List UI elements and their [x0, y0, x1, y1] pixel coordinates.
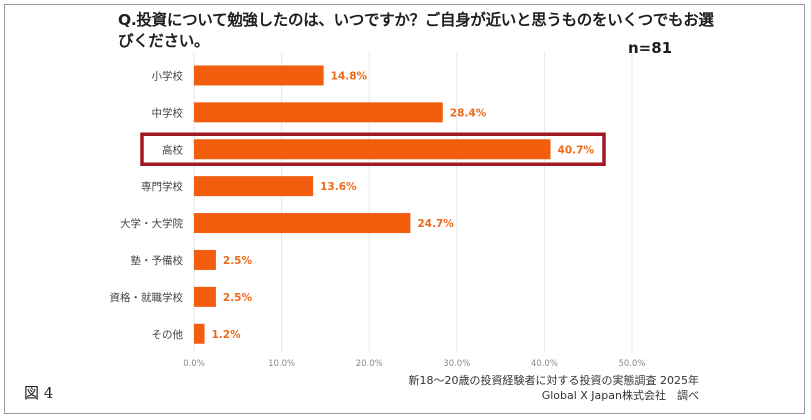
- category-label: 中学校: [152, 106, 184, 119]
- bars: [194, 65, 551, 344]
- value-label: 40.7%: [558, 144, 595, 156]
- bar: [194, 176, 314, 197]
- value-label: 13.6%: [320, 181, 357, 193]
- category-label: 高校: [162, 143, 183, 156]
- source-line-1: 新18〜20歳の投資経験者に対する投資の実態調査 2025年: [408, 374, 699, 387]
- category-label: 塾・予備校: [131, 254, 184, 267]
- category-label: 大学・大学院: [120, 217, 183, 230]
- x-tick-label: 50.0%: [618, 359, 645, 369]
- category-label: 資格・就職学校: [110, 291, 184, 304]
- value-label: 2.5%: [223, 255, 253, 267]
- value-label: 14.8%: [331, 70, 368, 82]
- category-label: 専門学校: [141, 180, 183, 193]
- bar: [194, 213, 411, 234]
- source-line-2: Global X Japan株式会社 調べ: [541, 389, 699, 402]
- highlight: [140, 132, 606, 166]
- category-label: 小学校: [152, 69, 184, 82]
- chart-title: Q.投資について勉強したのは、いつですか？ご自身が近いと思うものをいくつでもお選…: [118, 11, 714, 50]
- bar: [194, 286, 216, 307]
- bar: [194, 323, 205, 344]
- labels: 小学校 14.8% 中学校 28.4% 高校 40.7% 専門学校 13.6% 大学・大学院 24…: [110, 69, 595, 340]
- figure-label: 図 4: [24, 384, 54, 402]
- x-tick-label: 20.0%: [356, 359, 383, 369]
- bar: [194, 139, 551, 160]
- x-tick-label: 10.0%: [268, 359, 295, 369]
- source-note: 新18〜20歳の投資経験者に対する投資の実態調査 2025年 Global X …: [409, 373, 699, 403]
- x-tick-label: 40.0%: [531, 359, 558, 369]
- value-label: 1.2%: [212, 329, 242, 341]
- bar: [194, 102, 443, 123]
- figure-frame: [4, 4, 805, 414]
- value-label: 2.5%: [223, 292, 253, 304]
- bar: [194, 249, 216, 270]
- gridlines: [193, 53, 633, 353]
- value-label: 28.4%: [450, 107, 487, 119]
- bar: [194, 65, 324, 86]
- category-label: その他: [152, 328, 184, 341]
- x-tick-label: 30.0%: [443, 359, 470, 369]
- value-label: 24.7%: [417, 218, 454, 230]
- sample-size: n=81: [628, 39, 673, 57]
- x-axis-ticks: 0.0% 10.0% 20.0% 30.0% 40.0% 50.0%: [183, 359, 645, 369]
- x-tick-label: 0.0%: [183, 359, 205, 369]
- highlight-box: [140, 132, 606, 166]
